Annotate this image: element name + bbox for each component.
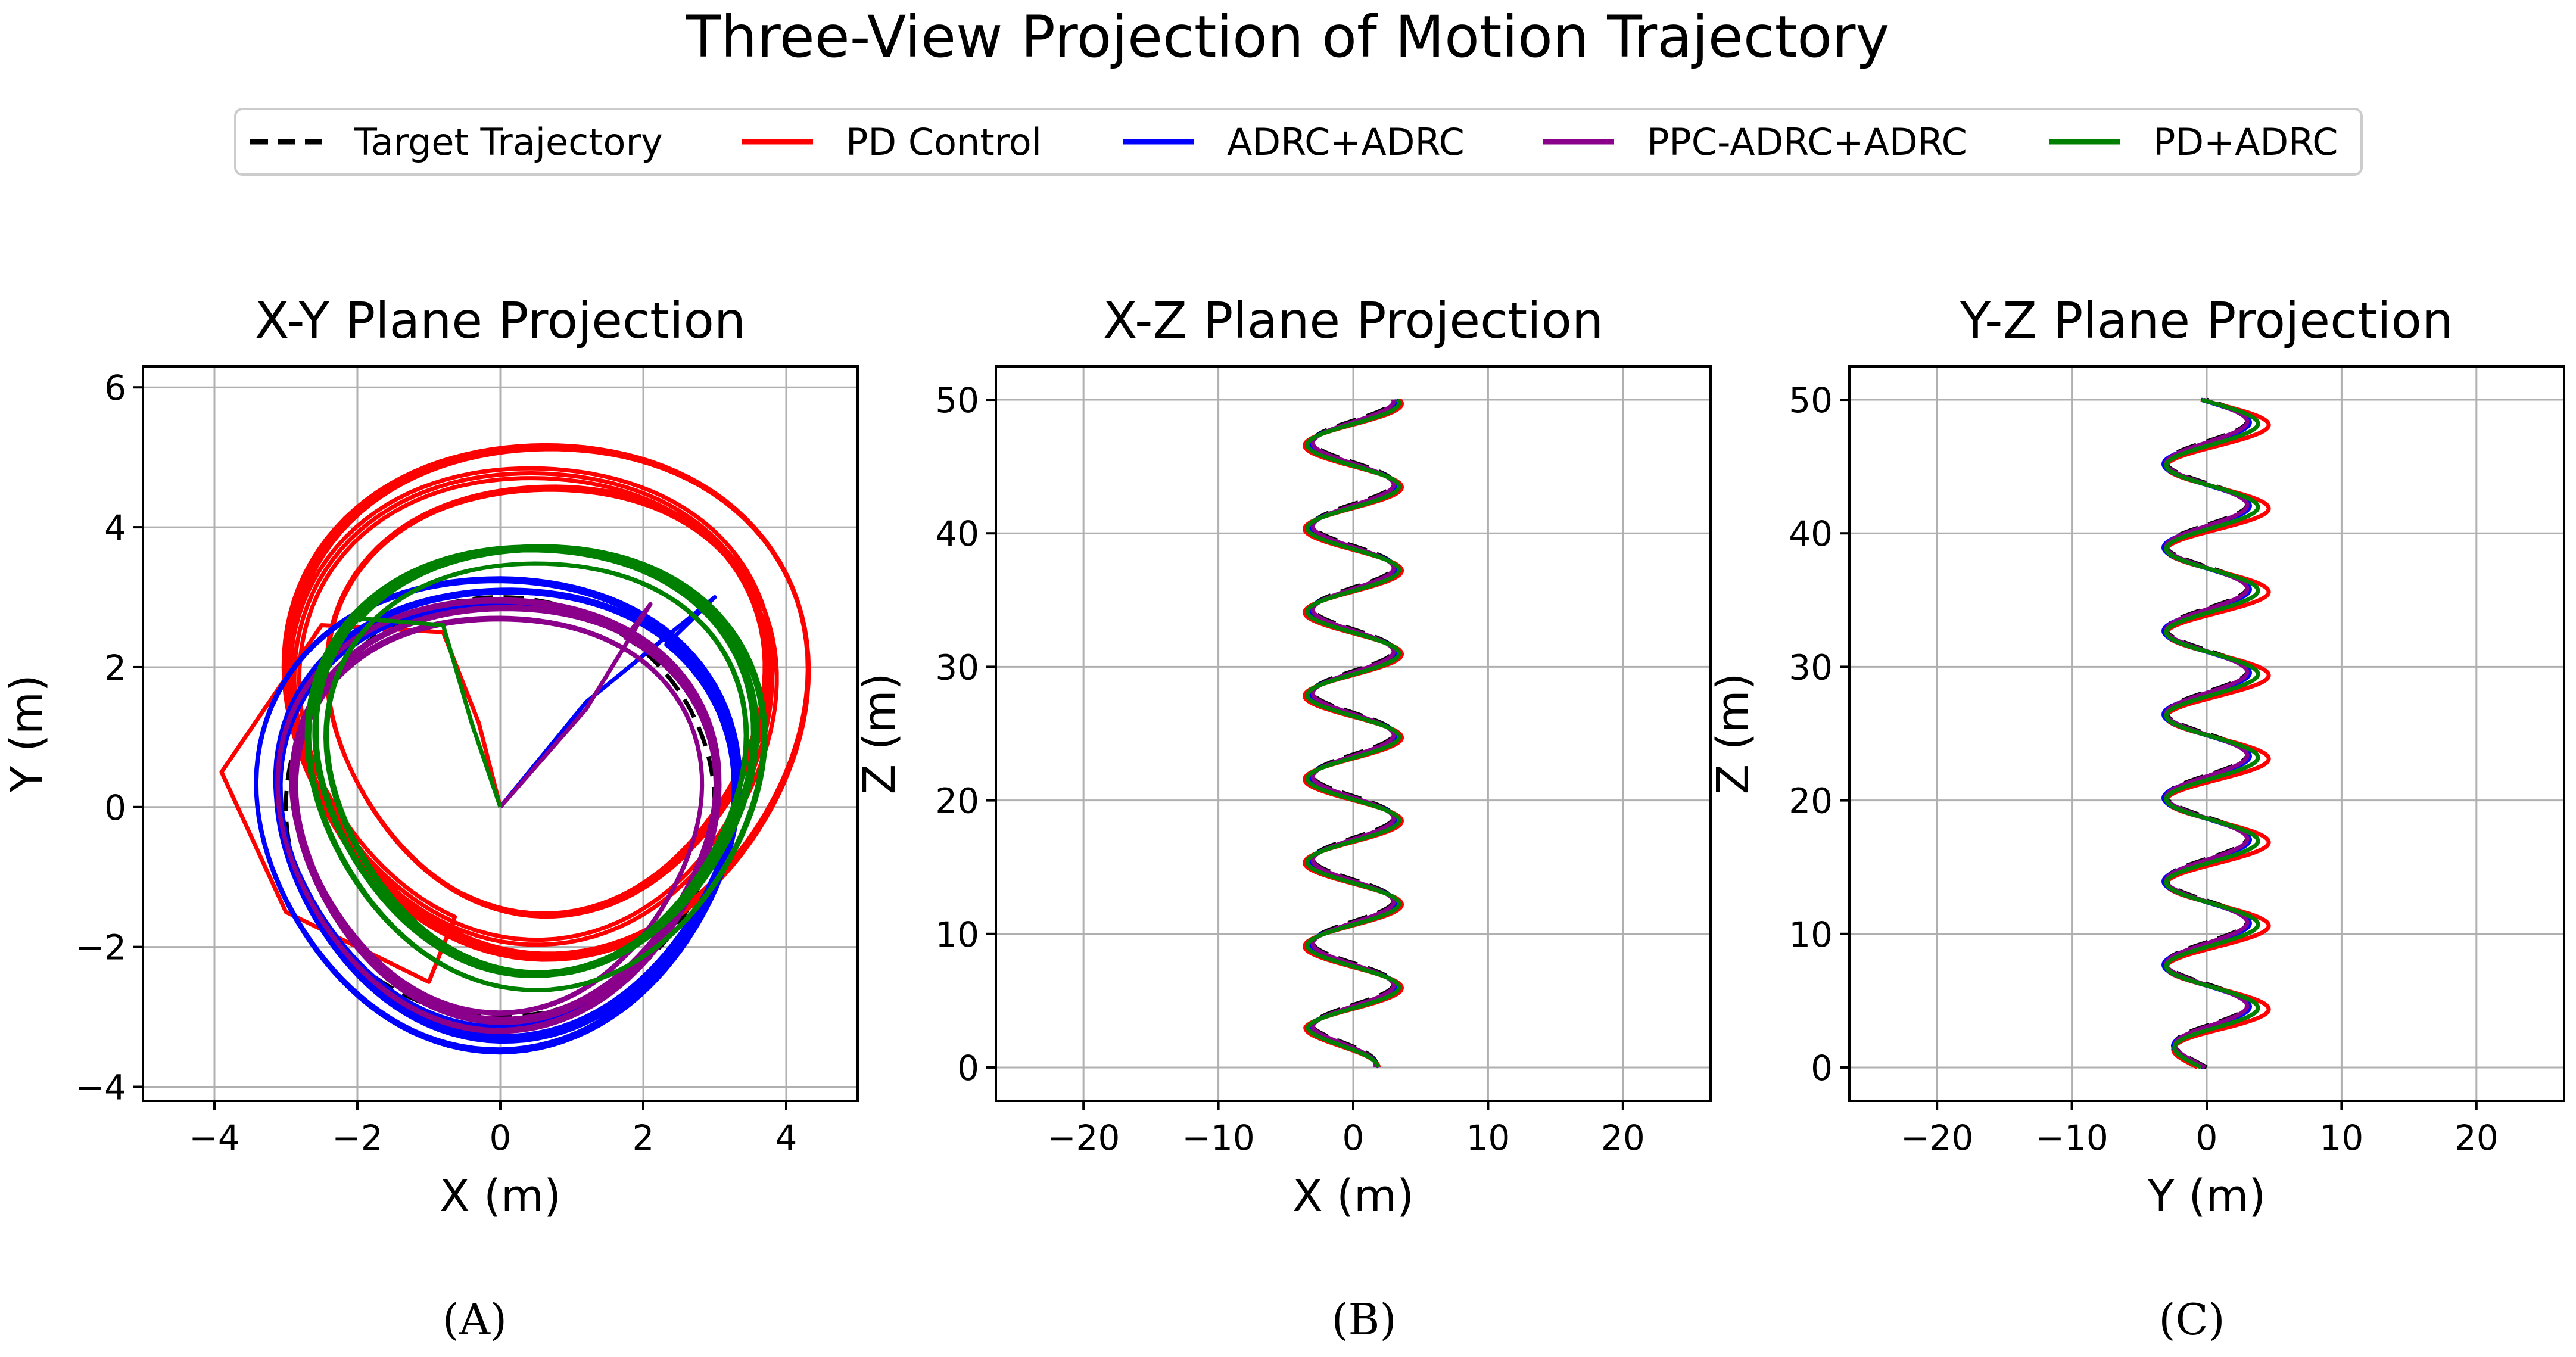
legend: Target Trajectory PD Control ADRC+ADRC PPC-…: [234, 108, 2363, 176]
axes-frame: [1848, 365, 2565, 1102]
x-tick-label-3: 10: [1466, 1118, 1510, 1158]
y-tick-label-5: 50: [935, 380, 979, 421]
x-tick-label-2: 0: [490, 1118, 512, 1158]
y-tick-label-0: 0: [1811, 1048, 1833, 1088]
x-tick-label-3: 10: [2320, 1118, 2364, 1158]
yz-plane-panel: −20 −10 0 10 20 0 10 20 30 40 50 Y-Z Plane Projecti…: [1708, 291, 2565, 1222]
legend-label-2: ADRC+ADRC: [1227, 120, 1465, 164]
legend-frame: [234, 108, 2363, 176]
panel-title: Y-Z Plane Projection: [1960, 291, 2453, 350]
y-tick-label-5: 50: [1789, 380, 1833, 421]
y-tick-label-3: 2: [104, 648, 126, 688]
x-tick-label-0: −20: [1901, 1118, 1973, 1158]
x-tick-label-2: 0: [1342, 1118, 1365, 1158]
x-tick-label-3: 2: [633, 1118, 655, 1158]
y-tick-label-4: 40: [1789, 513, 1833, 554]
y-tick-label-3: 30: [1789, 647, 1833, 687]
x-tick-label-2: 0: [2196, 1118, 2218, 1158]
y-tick-label-4: 40: [935, 513, 979, 554]
x-tick-label-1: −10: [1182, 1118, 1254, 1158]
x-tick-label-1: −10: [2035, 1118, 2108, 1158]
y-tick-label-3: 30: [935, 647, 979, 687]
x-axis-label: X (m): [440, 1171, 561, 1222]
x-tick-label-4: 20: [1601, 1118, 1645, 1158]
panel-label-b: (B): [1331, 1294, 1396, 1344]
panel-label-a: (A): [443, 1294, 507, 1344]
y-tick-label-2: 20: [935, 781, 979, 821]
x-axis-label: X (m): [1292, 1171, 1414, 1222]
plot-area: [2161, 397, 2271, 1070]
x-tick-label-0: −20: [1047, 1118, 1120, 1158]
axes-frame: [995, 365, 1712, 1102]
panelC-series-pd-adrc: [2164, 397, 2260, 1070]
x-tick-label-0: −4: [189, 1118, 240, 1158]
y-tick-label-5: 6: [104, 368, 126, 408]
x-tick-label-4: 20: [2454, 1118, 2499, 1158]
y-tick-label-2: 0: [104, 788, 126, 828]
axes-frame: [142, 365, 859, 1102]
x-tick-label-4: 4: [775, 1118, 798, 1158]
y-tick-label-1: −2: [76, 928, 127, 968]
y-tick-label-2: 20: [1789, 781, 1833, 821]
y-axis-label: Z (m): [1708, 673, 1759, 794]
xy-series-pd-adrc: [304, 544, 768, 992]
panel-title: X-Z Plane Projection: [1103, 291, 1603, 350]
panel-title: X-Y Plane Projection: [255, 291, 746, 350]
xy-series-ppc-adrc-adrc: [275, 597, 722, 1034]
x-tick-label-1: −2: [332, 1118, 383, 1158]
y-tick-label-4: 4: [104, 508, 126, 548]
y-tick-label-1: 10: [1789, 914, 1833, 955]
x-axis-label: Y (m): [2147, 1171, 2266, 1222]
legend-label-0: Target Trajectory: [354, 120, 663, 164]
y-tick-label-0: −4: [76, 1067, 127, 1108]
xy-series-pd-control: [219, 443, 811, 984]
y-tick-label-0: 0: [957, 1048, 979, 1088]
plot-area: [1303, 398, 1404, 1069]
legend-label-4: PD+ADRC: [2153, 120, 2338, 164]
y-axis-label: Z (m): [854, 673, 905, 794]
plot-area: [219, 443, 811, 1055]
panel-label-c: (C): [2158, 1294, 2225, 1344]
legend-label-1: PD Control: [846, 120, 1042, 164]
legend-label-3: PPC-ADRC+ADRC: [1647, 120, 1967, 164]
xy-plane-panel: −4 −2 0 2 4 −4 −2 0 2 4 6 X-Y Plane Projection X (m)…: [1, 291, 859, 1222]
y-tick-label-1: 10: [935, 914, 979, 955]
y-axis-label: Y (m): [1, 674, 52, 793]
figure-title: Three-View Projection of Motion Trajecto…: [686, 4, 1890, 70]
xz-plane-panel: −20 −10 0 10 20 0 10 20 30 40 50 X-Z Plane Projecti…: [854, 291, 1712, 1222]
xy-series-adrc-adrc: [254, 576, 742, 1055]
panelB-series-pd-adrc: [1305, 398, 1401, 1069]
